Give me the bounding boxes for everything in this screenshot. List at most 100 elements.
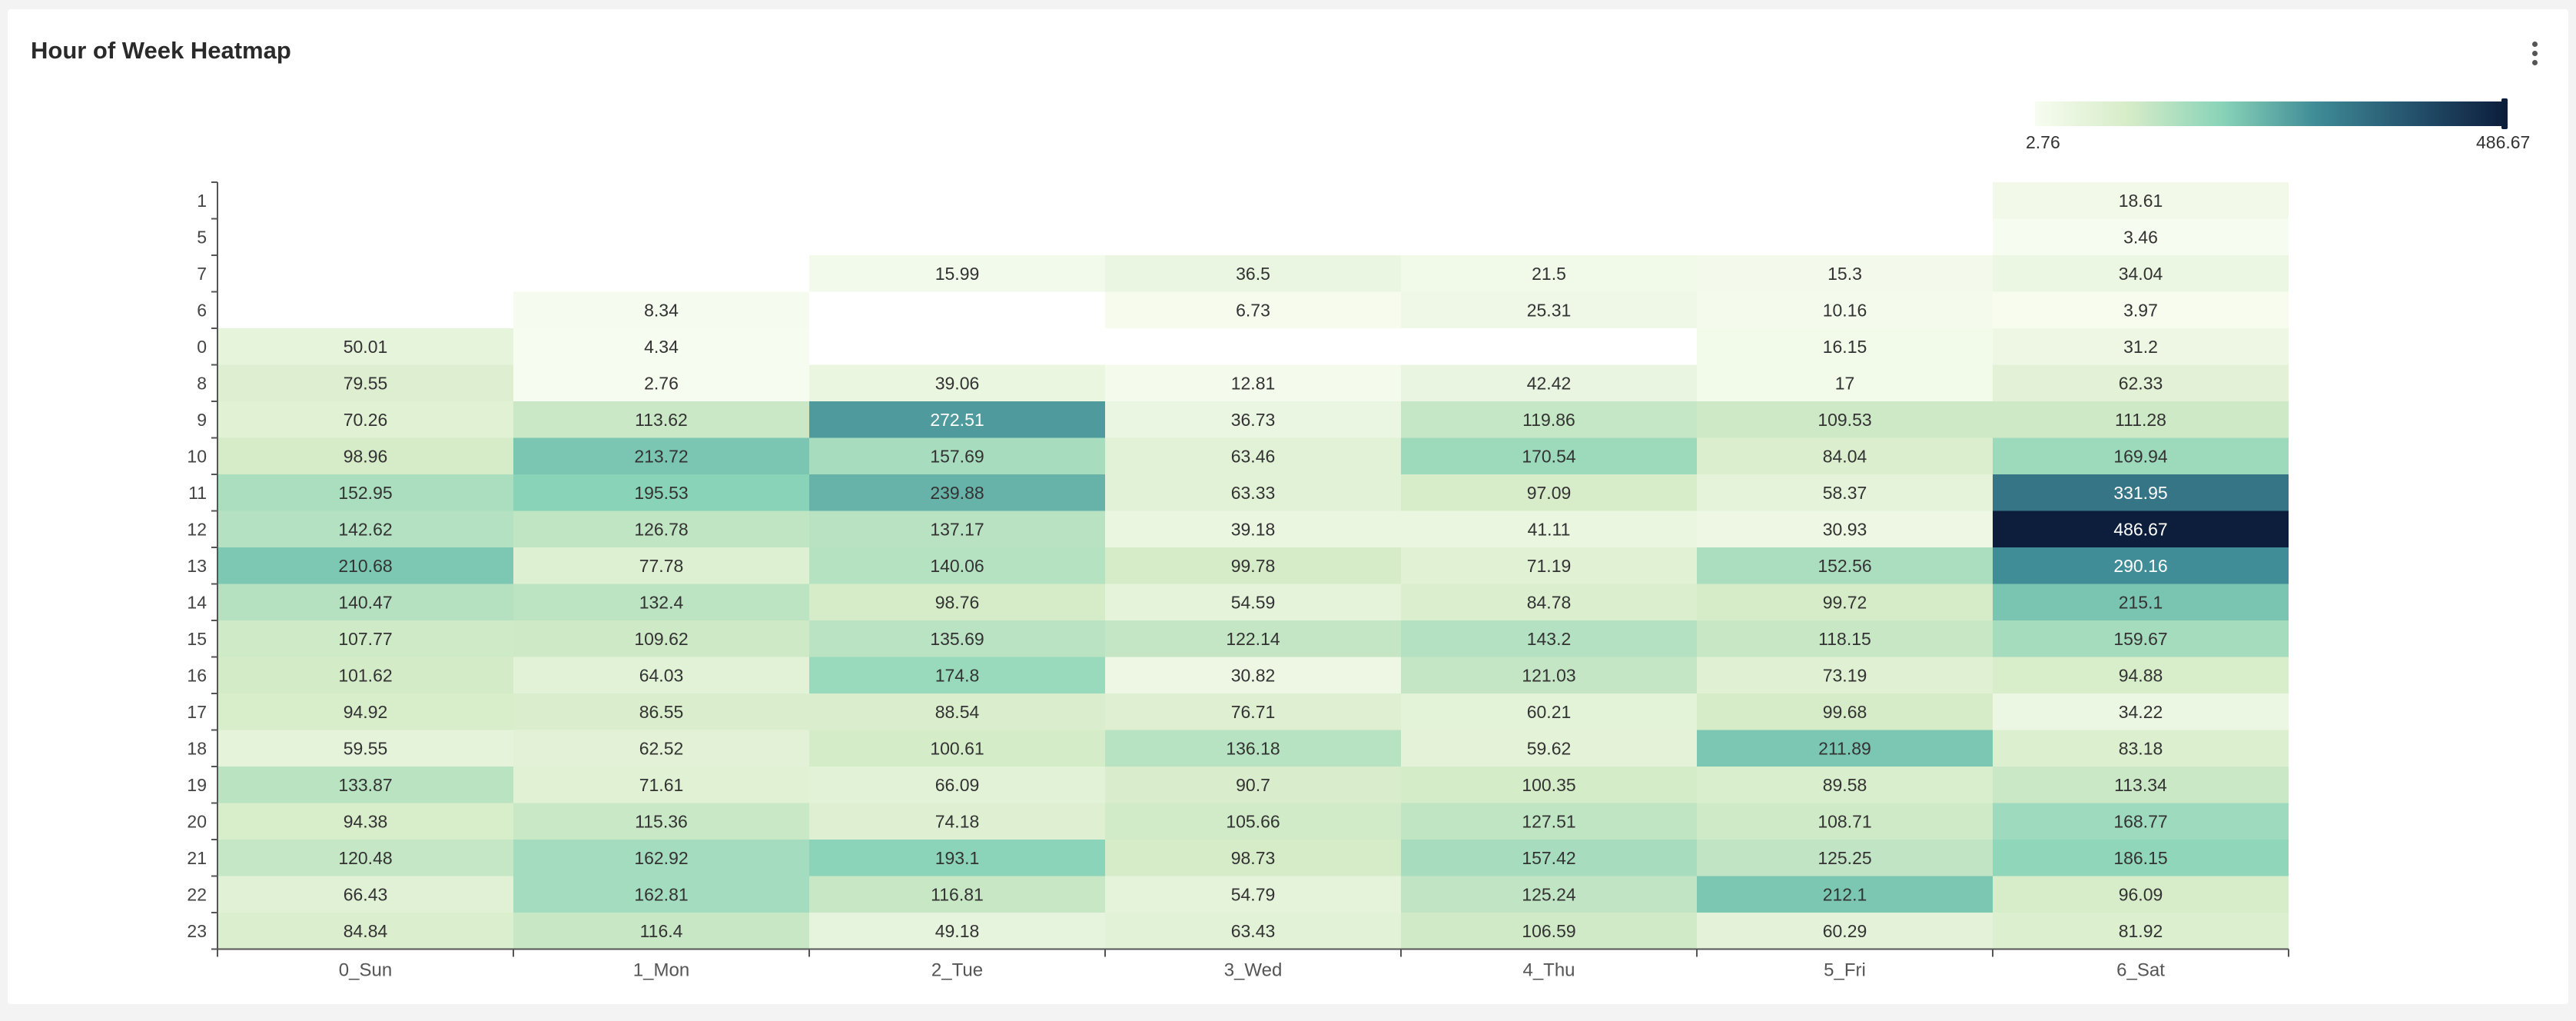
- heatmap-cell: [1105, 584, 1401, 620]
- y-tick-label: 14: [187, 592, 207, 612]
- heatmap-cell: [1697, 730, 1993, 767]
- cell-value-label: 60.21: [1527, 702, 1572, 722]
- cell-value-label: 162.92: [634, 848, 688, 868]
- cell-value-label: 36.5: [1236, 264, 1270, 284]
- cell-value-label: 100.61: [930, 738, 984, 758]
- heatmap-cell: [513, 876, 809, 913]
- heatmap-cell: [513, 547, 809, 584]
- y-tick-label: 20: [187, 811, 207, 831]
- cell-value-label: 169.94: [2113, 446, 2168, 466]
- x-tick-label: 6_Sat: [2116, 960, 2165, 981]
- heatmap-cell: [1993, 693, 2289, 730]
- y-tick-label: 23: [187, 921, 207, 941]
- heatmap-cell: [217, 328, 513, 365]
- cell-value-label: 133.87: [338, 775, 392, 795]
- heatmap-cell: [1697, 584, 1993, 620]
- heatmap-cell: [1401, 767, 1697, 803]
- y-tick-label: 5: [197, 227, 207, 247]
- heatmap-cell: [1697, 913, 1993, 949]
- cell-value-label: 109.62: [634, 629, 688, 649]
- cell-value-label: 66.09: [935, 775, 980, 795]
- cell-value-label: 89.58: [1823, 775, 1867, 795]
- x-tick-label: 2_Tue: [931, 960, 983, 981]
- cell-value-label: 174.8: [935, 665, 980, 685]
- y-tick-label: 18: [187, 738, 207, 758]
- heatmap-cell: [217, 620, 513, 657]
- cell-value-label: 39.18: [1231, 519, 1276, 539]
- cell-value-label: 152.95: [338, 483, 392, 503]
- cell-value-label: 113.62: [635, 410, 688, 430]
- cell-value-label: 331.95: [2113, 483, 2167, 503]
- cell-value-label: 105.66: [1226, 811, 1280, 831]
- heatmap-cell: [217, 510, 513, 547]
- heatmap-cell: [513, 620, 809, 657]
- cell-value-label: 162.81: [634, 884, 688, 904]
- cell-value-label: 195.53: [634, 483, 688, 503]
- heatmap-cell: [1401, 840, 1697, 876]
- cell-value-label: 118.15: [1818, 629, 1871, 649]
- heatmap-cell: [513, 474, 809, 511]
- heatmap-cell: [217, 401, 513, 438]
- heatmap-cell: [1697, 401, 1993, 438]
- cell-value-label: 125.24: [1522, 884, 1576, 904]
- heatmap-cell: [1401, 730, 1697, 767]
- color-legend-bar: [2035, 101, 2505, 126]
- heatmap-cell: [809, 474, 1105, 511]
- x-tick-label: 1_Mon: [633, 960, 689, 981]
- heatmap-cell: [1105, 803, 1401, 840]
- heatmap-cell: [1697, 328, 1993, 365]
- heatmap-cell: [1697, 437, 1993, 474]
- cell-value-label: 193.1: [935, 848, 980, 868]
- cell-value-label: 18.61: [2119, 191, 2163, 211]
- heatmap-cell: [809, 803, 1105, 840]
- heatmap-cell: [217, 913, 513, 949]
- cell-value-label: 94.88: [2119, 665, 2163, 685]
- heatmap-cell: [217, 803, 513, 840]
- cell-value-label: 212.1: [1823, 884, 1867, 904]
- cell-value-label: 39.06: [935, 373, 980, 393]
- cell-value-label: 30.93: [1823, 519, 1867, 539]
- heatmap-cell: [809, 767, 1105, 803]
- heatmap-cell: [513, 693, 809, 730]
- heatmap-cell: [513, 437, 809, 474]
- cell-value-label: 99.68: [1823, 702, 1867, 722]
- cell-value-label: 63.43: [1231, 921, 1276, 941]
- heatmap-cell: [1993, 876, 2289, 913]
- heatmap-cell: [1401, 401, 1697, 438]
- cell-value-label: 59.55: [344, 738, 388, 758]
- heatmap-cell: [1993, 730, 2289, 767]
- cell-value-label: 132.4: [639, 592, 684, 612]
- cell-value-label: 84.84: [344, 921, 388, 941]
- y-tick-label: 15: [187, 629, 207, 649]
- heatmap-cell: [513, 364, 809, 401]
- y-tick-label: 21: [187, 848, 207, 868]
- cell-value-label: 90.7: [1236, 775, 1270, 795]
- cell-value-label: 94.38: [344, 811, 388, 831]
- heatmap-cell: [1401, 693, 1697, 730]
- cell-value-label: 126.78: [634, 519, 688, 539]
- heatmap-cell: [1401, 803, 1697, 840]
- heatmap-cell: [1105, 474, 1401, 511]
- heatmap-cell: [1105, 840, 1401, 876]
- cell-value-label: 15.3: [1827, 264, 1862, 284]
- more-vertical-icon[interactable]: [2528, 42, 2541, 72]
- y-tick-label: 11: [188, 483, 207, 503]
- heatmap-cell: [1401, 291, 1697, 328]
- cell-value-label: 81.92: [2119, 921, 2163, 941]
- cell-value-label: 54.79: [1231, 884, 1276, 904]
- heatmap-cell: [1993, 437, 2289, 474]
- heatmap-cell: [809, 364, 1105, 401]
- legend-range-handle[interactable]: [2501, 98, 2508, 129]
- cell-value-label: 96.09: [2119, 884, 2163, 904]
- heatmap-cell: [217, 767, 513, 803]
- y-tick-label: 16: [187, 665, 207, 685]
- cell-value-label: 113.34: [2114, 775, 2167, 795]
- cell-value-label: 143.2: [1527, 629, 1572, 649]
- cell-value-label: 116.4: [640, 921, 683, 941]
- cell-value-label: 30.82: [1231, 665, 1276, 685]
- heatmap-cell: [1401, 510, 1697, 547]
- heatmap-cell: [217, 547, 513, 584]
- cell-value-label: 60.29: [1823, 921, 1867, 941]
- cell-value-label: 121.03: [1522, 665, 1575, 685]
- heatmap-cell: [217, 730, 513, 767]
